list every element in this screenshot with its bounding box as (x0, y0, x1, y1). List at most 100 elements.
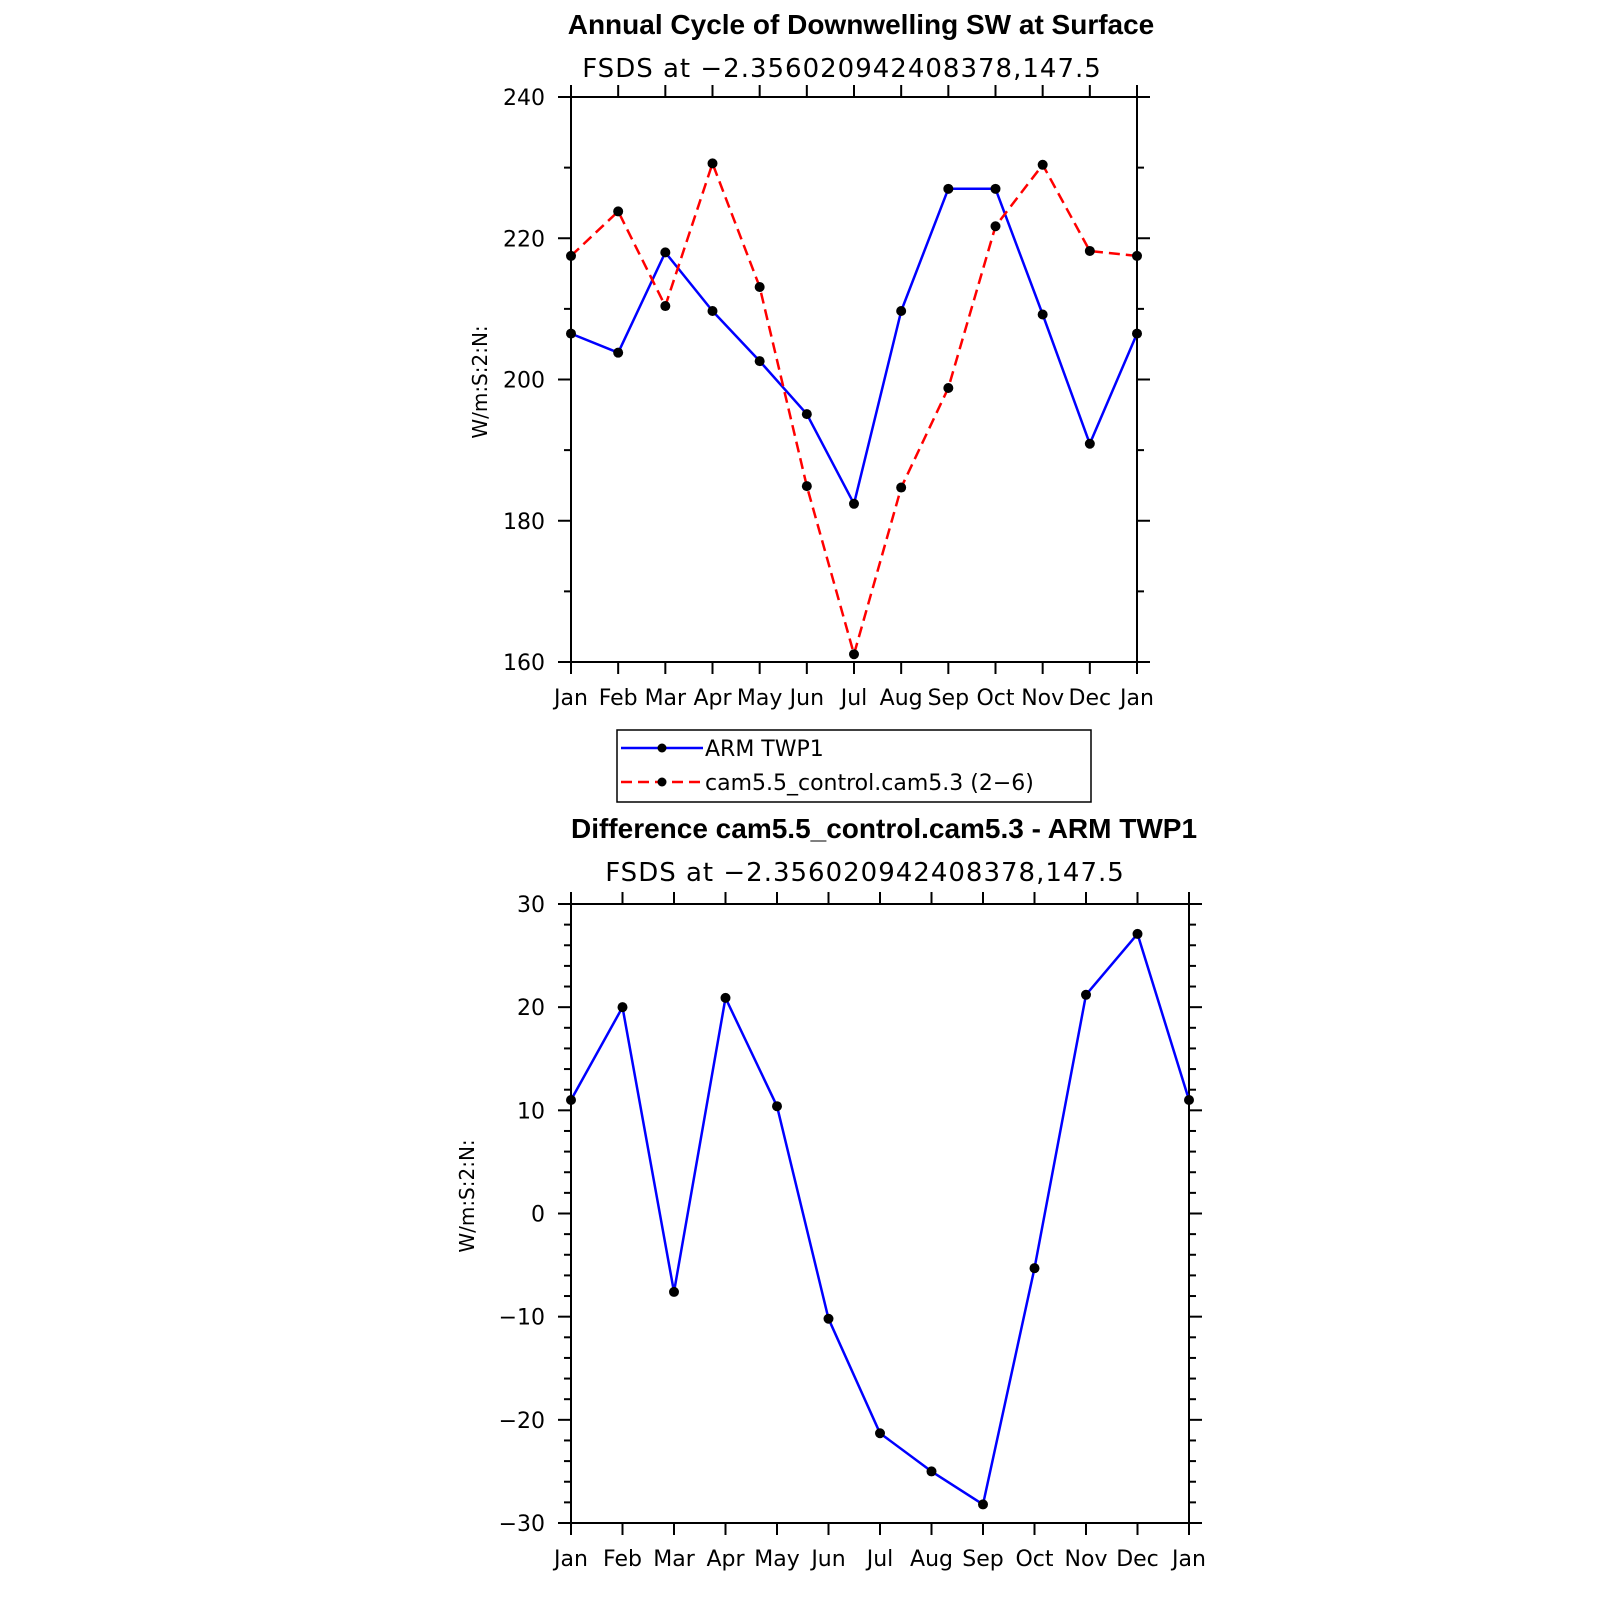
panel2-x-tick-label: Sep (962, 1547, 1003, 1572)
panel1-series-0-point (1037, 309, 1048, 320)
legend-marker-arm-twp1 (657, 743, 667, 753)
panel1-series-0-point (849, 498, 859, 509)
panel1-series-1-point (566, 250, 576, 261)
panel2-y-tick-label: 20 (517, 996, 545, 1021)
panel2-subtitle: FSDS at −2.356020942408378,147.5 (605, 858, 1125, 888)
panel1-series-0-point (754, 356, 765, 367)
panel2-x-tick-label: Jan (1170, 1547, 1206, 1572)
panel1-y-ticks: 160 180 200 220 240 (503, 86, 1150, 676)
panel1-x-ticks: Jan Feb Mar Apr May Jun Jul Aug Sep Oct Nov Dec Jan (552, 85, 1154, 711)
panel1-series-0-point (896, 305, 907, 316)
panel1-y-tick-label: 240 (503, 86, 545, 111)
panel1-title: Annual Cycle of Downwelling SW at Surfac… (568, 9, 1155, 40)
panel2-series-0-point (566, 1095, 576, 1106)
panel1-series-1-point (1037, 159, 1048, 170)
panel2-x-tick-label: Aug (910, 1547, 953, 1572)
panel2-title: Difference cam5.5_control.cam5.3 - ARM T… (571, 813, 1197, 844)
difference-panel: Difference cam5.5_control.cam5.3 - ARM T… (455, 813, 1206, 1572)
panel1-x-tick-label: Jul (839, 686, 868, 711)
panel2-x-tick-label: Mar (653, 1547, 695, 1572)
panel2-series-0-point (1132, 928, 1143, 939)
panel1-series-1-point (1084, 245, 1095, 256)
legend-box (616, 729, 1092, 803)
panel2-y-tick-label: −20 (499, 1409, 545, 1434)
legend: ARM TWP1 cam5.5_control.cam5.3 (2−6) (616, 729, 1092, 803)
panel1-series-0-line (570, 187, 1139, 506)
panel2-x-tick-label: Nov (1065, 1547, 1108, 1572)
panel2-x-tick-label: Apr (706, 1547, 745, 1572)
panel1-series-0-point (566, 328, 576, 339)
panel1-x-tick-label: Jan (552, 686, 588, 711)
panel1-series-0-point (943, 183, 954, 194)
panel2-x-tick-label: Dec (1116, 1547, 1159, 1572)
panel1-series-0-point (990, 183, 1001, 194)
panel2-y-tick-label: 10 (517, 1099, 545, 1124)
panel2-series-0-point (823, 1313, 834, 1324)
panel1-x-tick-label: Feb (599, 686, 638, 711)
panel1-series-1-point (613, 206, 624, 217)
panel1-series-1-point (896, 482, 907, 493)
panel1-series-1-point (1132, 250, 1142, 261)
panel1-x-tick-label: Apr (693, 686, 732, 711)
annual-cycle-panel: Annual Cycle of Downwelling SW at Surfac… (468, 9, 1154, 711)
panel2-y-tick-label: −30 (499, 1512, 545, 1537)
panel1-x-tick-label: Sep (928, 686, 969, 711)
panel2-y-tick-label: 30 (517, 893, 545, 918)
panel1-y-tick-label: 220 (503, 227, 545, 252)
panel1-series-0-point (660, 247, 671, 258)
panel1-y-axis-label: W/m:S:2:N: (468, 325, 492, 438)
panel1-x-tick-label: Oct (976, 686, 1014, 711)
panel2-series-0-point (1081, 989, 1091, 1000)
panel1-x-tick-label: Aug (880, 686, 923, 711)
panel2-series (566, 928, 1194, 1510)
panel2-x-tick-label: Jul (865, 1547, 894, 1572)
panel1-series-1-point (943, 382, 954, 393)
panel1-x-tick-label: Mar (645, 686, 687, 711)
panel2-series-0-point (1184, 1095, 1194, 1106)
panel2-series-0-point (875, 1428, 885, 1439)
panel1-series-0-point (613, 347, 624, 358)
panel1-series-1-point (754, 281, 765, 292)
panel2-y-ticks: −30 −20 −10 0 10 20 30 (499, 893, 1202, 1537)
panel2-series-0-point (926, 1466, 937, 1477)
panel2-series-0-point (617, 1002, 628, 1013)
panel2-series-0-line (569, 932, 1191, 1506)
panel1-x-tick-label: Nov (1021, 686, 1064, 711)
panel1-series (566, 158, 1142, 660)
panel2-x-ticks: Jan Feb Mar Apr May Jun Jul Aug Sep Oct Nov Dec Jan (552, 892, 1206, 1572)
panel1-series-0-point (707, 305, 718, 316)
panel2-x-tick-label: Jan (552, 1547, 588, 1572)
panel1-series-0-point (801, 409, 812, 420)
panel2-series-0-point (720, 992, 731, 1003)
panel2-series-0-point (978, 1499, 988, 1510)
panel1-series-1-line (570, 162, 1138, 656)
panel1-x-tick-label: Jan (1118, 686, 1154, 711)
panel1-y-tick-label: 180 (503, 510, 545, 535)
panel2-x-tick-label: May (754, 1547, 799, 1572)
panel1-series-1-point (990, 221, 1001, 232)
panel1-series-1-point (660, 301, 671, 312)
panel1-series-0-point (1084, 438, 1095, 449)
panel2-x-tick-label: Feb (603, 1547, 642, 1572)
panel1-subtitle: FSDS at −2.356020942408378,147.5 (582, 54, 1102, 84)
panel1-series-1-point (849, 649, 859, 660)
panel2-series-0-point (772, 1101, 782, 1112)
panel2-y-tick-label: −10 (499, 1306, 545, 1331)
legend-label-cam5: cam5.5_control.cam5.3 (2−6) (705, 771, 1034, 796)
panel1-x-tick-label: May (737, 686, 782, 711)
panel1-series-1-point (707, 158, 718, 169)
legend-label-arm-twp1: ARM TWP1 (705, 737, 824, 762)
panel1-series-0-point (1132, 328, 1142, 339)
panel1-series-1-point (801, 481, 812, 492)
panel1-y-tick-label: 200 (503, 369, 545, 394)
panel2-series-0-point (669, 1286, 679, 1297)
panel2-series-0-point (1029, 1263, 1040, 1274)
panel1-x-tick-label: Dec (1069, 686, 1112, 711)
panel2-y-tick-label: 0 (531, 1203, 545, 1228)
panel1-y-tick-label: 160 (503, 651, 545, 676)
panel2-x-tick-label: Jun (809, 1547, 845, 1572)
legend-marker-cam5 (657, 777, 667, 787)
panel2-x-tick-label: Oct (1015, 1547, 1053, 1572)
panel1-x-tick-label: Jun (788, 686, 824, 711)
